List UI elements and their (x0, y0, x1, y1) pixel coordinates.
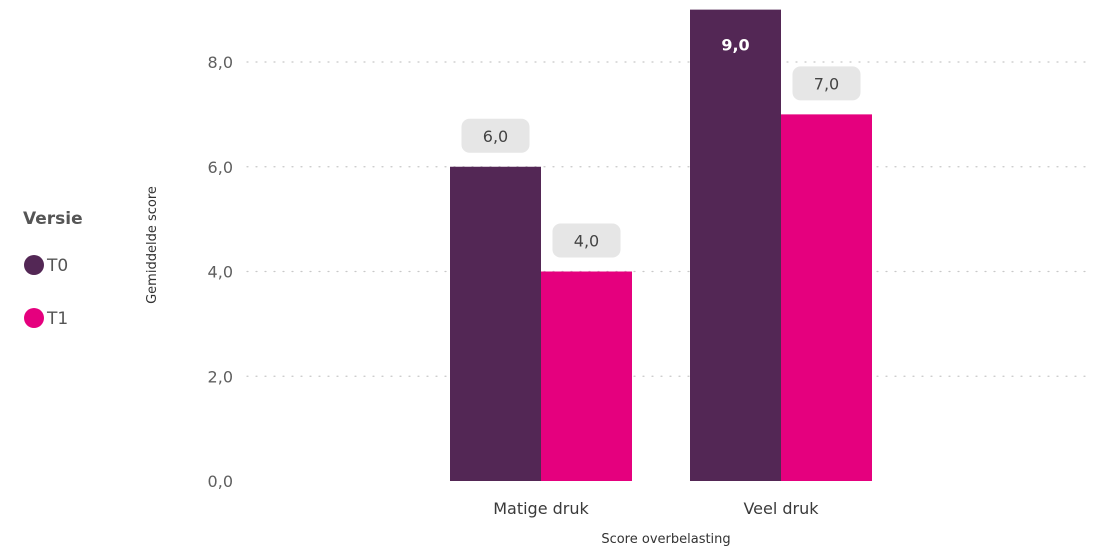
x-axis: Matige druk Veel druk (493, 499, 819, 518)
bar-t1-1 (541, 271, 632, 481)
y-tick-label: 8,0 (208, 53, 233, 72)
legend-swatch-t1 (24, 308, 44, 328)
y-tick-label: 4,0 (208, 263, 233, 282)
bars (450, 9, 872, 481)
bar-t0-1 (450, 166, 541, 481)
data-label-bg (552, 223, 621, 258)
y-tick-label: 2,0 (208, 367, 233, 386)
bar-t1-2 (781, 114, 872, 481)
data-label-bg (461, 118, 530, 153)
data-label: 7,0 (814, 74, 839, 93)
legend-swatch-t0 (24, 255, 44, 275)
x-tick-label: Matige druk (493, 499, 589, 518)
legend-title: Versie (23, 209, 83, 229)
y-axis: 0,0 2,0 4,0 6,0 8,0 (208, 53, 233, 491)
legend-items: T0 T1 (24, 255, 68, 329)
x-axis-title: Score overbelasting (601, 532, 730, 547)
grid-layer (246, 61, 1091, 377)
data-label: 9,0 (721, 36, 749, 55)
legend-label-t0: T0 (46, 256, 68, 276)
data-label: 6,0 (483, 127, 508, 146)
data-label: 4,0 (574, 232, 599, 251)
y-tick-label: 0,0 (208, 472, 233, 491)
x-tick-label: Veel druk (743, 499, 819, 518)
data-labels: 6,0 9,0 4,0 7,0 (461, 36, 861, 258)
bar-t0-2 (690, 9, 781, 481)
data-label-bg (792, 66, 861, 101)
legend: Versie T0 T1 (23, 209, 83, 329)
legend-label-t1: T1 (46, 309, 68, 329)
y-tick-label: 6,0 (208, 158, 233, 177)
y-axis-title: Gemiddelde score (145, 186, 160, 304)
